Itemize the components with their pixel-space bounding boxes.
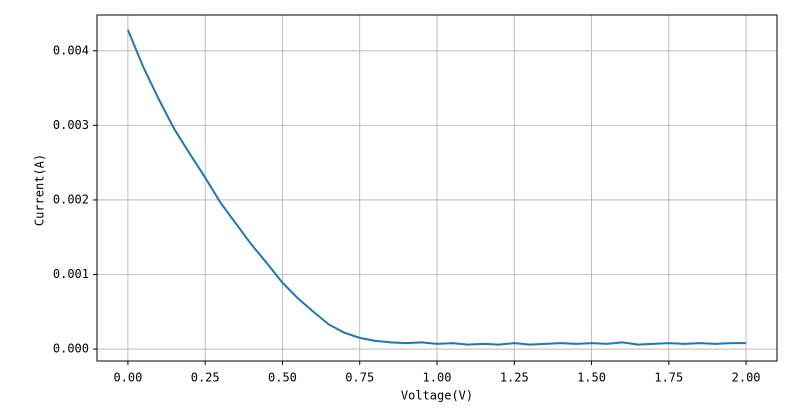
y-axis-label: Current(A) — [33, 154, 47, 226]
x-tick-label: 0.50 — [268, 371, 297, 385]
y-tick-label: 0.003 — [53, 118, 89, 132]
x-tick-label: 2.00 — [732, 371, 761, 385]
y-tick-label: 0.004 — [53, 43, 89, 57]
x-tick-label: 1.75 — [654, 371, 683, 385]
data-line — [126, 29, 747, 346]
plot-frame — [96, 14, 778, 362]
y-tick-label: 0.001 — [53, 267, 89, 281]
x-tick-label: 1.00 — [423, 371, 452, 385]
x-tick-label: 0.75 — [345, 371, 374, 385]
x-axis-label: Voltage(V) — [401, 389, 473, 403]
y-tick-label: 0.000 — [53, 342, 89, 356]
y-tick-label: 0.002 — [53, 192, 89, 206]
x-tick-label: 1.50 — [577, 371, 606, 385]
x-tick-label: 0.00 — [113, 371, 142, 385]
x-tick-label: 0.25 — [191, 371, 220, 385]
x-tick-label: 1.25 — [500, 371, 529, 385]
